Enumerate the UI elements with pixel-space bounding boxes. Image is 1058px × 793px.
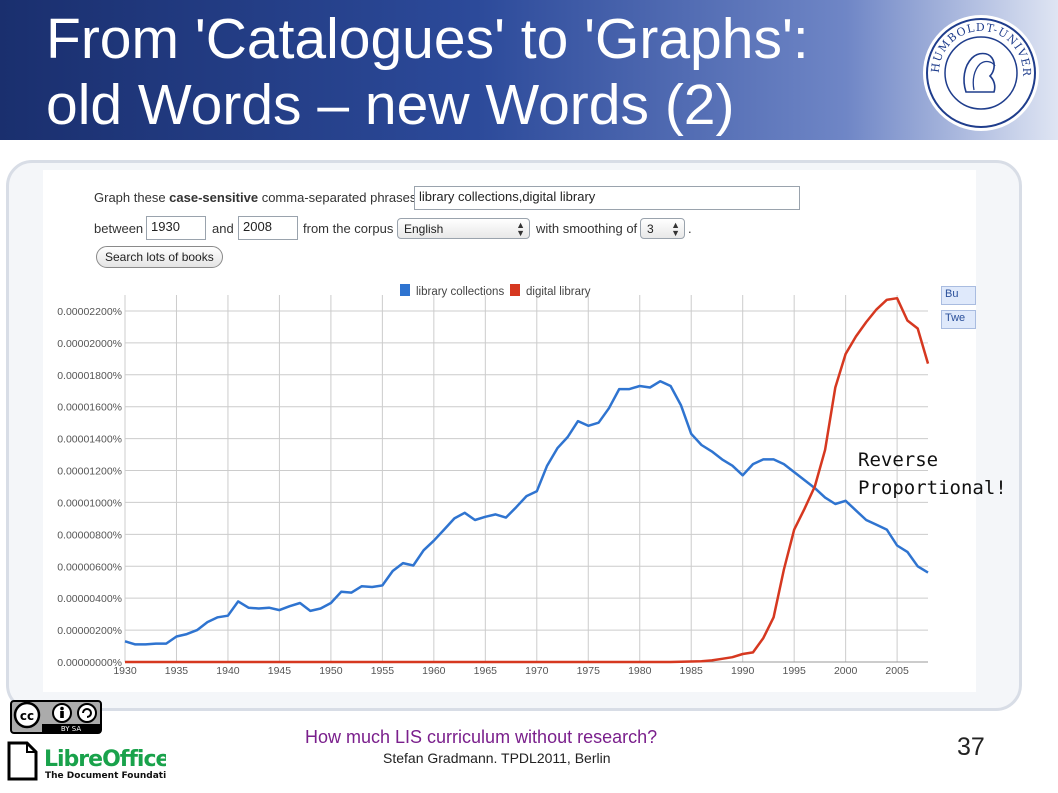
libreoffice-subtitle: The Document Foundation bbox=[45, 771, 166, 781]
x-tick-label: 1995 bbox=[782, 665, 806, 677]
label-period: . bbox=[688, 221, 692, 236]
legend-digital-library-swatch bbox=[510, 284, 520, 296]
x-tick-label: 1965 bbox=[474, 665, 498, 677]
y-tick-label: 0.00000200% bbox=[57, 625, 122, 637]
label-corpus: from the corpus bbox=[303, 221, 394, 236]
y-tick-label: 0.00000800% bbox=[57, 529, 122, 541]
x-tick-label: 1975 bbox=[577, 665, 601, 677]
annotation-line-1: Reverse bbox=[858, 449, 939, 471]
library-collections-series bbox=[124, 379, 929, 646]
y-tick-label: 0.00000600% bbox=[57, 561, 122, 573]
x-tick-label: 1980 bbox=[628, 665, 652, 677]
creative-commons-badge-icon: cc BY SA bbox=[10, 700, 102, 734]
corpus-select[interactable]: English ▲ ▼ bbox=[397, 218, 530, 239]
footer-author: Stefan Gradmann. TPDL2011, Berlin bbox=[383, 750, 611, 766]
slide-title: From 'Catalogues' to 'Graphs': old Words … bbox=[46, 6, 809, 138]
x-tick-label: 1940 bbox=[216, 665, 240, 677]
x-tick-label: 1985 bbox=[680, 665, 704, 677]
phrases-input[interactable]: library collections,digital library bbox=[414, 186, 800, 210]
title-band bbox=[0, 0, 1058, 140]
corpus-select-value: English bbox=[404, 222, 444, 236]
x-tick-label: 1970 bbox=[525, 665, 549, 677]
digital-library-series bbox=[125, 296, 930, 664]
x-tick-label: 1950 bbox=[319, 665, 343, 677]
title-line-2: old Words – new Words (2) bbox=[46, 73, 735, 137]
smoothing-select[interactable]: 3 ▲ ▼ bbox=[640, 218, 685, 239]
y-tick-label: 0.00001600% bbox=[57, 402, 122, 414]
y-tick-label: 0.00000000% bbox=[57, 657, 122, 669]
x-tick-label: 2005 bbox=[885, 665, 909, 677]
year-end-input[interactable]: 2008 bbox=[238, 216, 298, 240]
legend-digital-library-label: digital library bbox=[526, 286, 591, 298]
annotation-line-2: Proportional! bbox=[858, 477, 1007, 499]
cc-badge-text: BY SA bbox=[61, 725, 81, 733]
select-arrows-icon: ▲ ▼ bbox=[671, 220, 680, 238]
label-between: between bbox=[94, 221, 144, 236]
libreoffice-name: LibreOffice bbox=[44, 747, 166, 772]
twitter-share-button[interactable]: Twe bbox=[941, 310, 976, 329]
y-tick-label: 0.00001000% bbox=[57, 497, 122, 509]
x-tick-label: 1960 bbox=[422, 665, 446, 677]
buzz-share-label: Bu bbox=[945, 288, 959, 300]
libreoffice-logo-icon: LibreOffice The Document Foundation bbox=[7, 741, 166, 781]
x-tick-label: 2000 bbox=[834, 665, 858, 677]
form-label-row1: Graph these case-sensitive comma-separat… bbox=[94, 190, 420, 205]
label-smoothing: with smoothing of bbox=[536, 221, 638, 236]
title-line-1: From 'Catalogues' to 'Graphs': bbox=[46, 7, 809, 71]
x-tick-label: 1930 bbox=[113, 665, 137, 677]
y-tick-label: 0.00000400% bbox=[57, 593, 122, 605]
x-tick-label: 1935 bbox=[165, 665, 189, 677]
footer-question: How much LIS curriculum without research… bbox=[305, 727, 658, 747]
twitter-share-label: Twe bbox=[945, 312, 966, 324]
x-tick-label: 1990 bbox=[731, 665, 755, 677]
label-phrases: comma-separated phrases: bbox=[261, 190, 420, 205]
search-books-button[interactable]: Search lots of books bbox=[96, 246, 223, 268]
legend-library-collections-swatch bbox=[400, 284, 410, 296]
x-tick-label: 1945 bbox=[268, 665, 292, 677]
y-tick-label: 0.00002000% bbox=[57, 338, 122, 350]
label-and: and bbox=[212, 221, 234, 236]
svg-text:cc: cc bbox=[20, 709, 34, 723]
reverse-proportional-annotation: Reverse Proportional! bbox=[858, 446, 1007, 502]
y-tick-label: 0.00002200% bbox=[57, 306, 122, 318]
select-arrows-icon: ▲ ▼ bbox=[516, 220, 525, 238]
y-tick-label: 0.00001400% bbox=[57, 434, 122, 446]
year-start-input[interactable]: 1930 bbox=[146, 216, 206, 240]
x-tick-label: 1955 bbox=[371, 665, 395, 677]
label-case-sensitive: case-sensitive bbox=[169, 190, 259, 205]
label-graph: Graph these bbox=[94, 190, 166, 205]
legend-library-collections-label: library collections bbox=[416, 286, 504, 298]
y-tick-label: 0.00001800% bbox=[57, 370, 122, 382]
buzz-share-button[interactable]: Bu bbox=[941, 286, 976, 305]
page-number: 37 bbox=[957, 733, 985, 761]
university-seal-icon: HUMBOLDT-UNIVERSITÄT ZU BERLIN bbox=[922, 14, 1039, 131]
smoothing-select-value: 3 bbox=[647, 222, 654, 236]
y-tick-label: 0.00001200% bbox=[57, 466, 122, 478]
